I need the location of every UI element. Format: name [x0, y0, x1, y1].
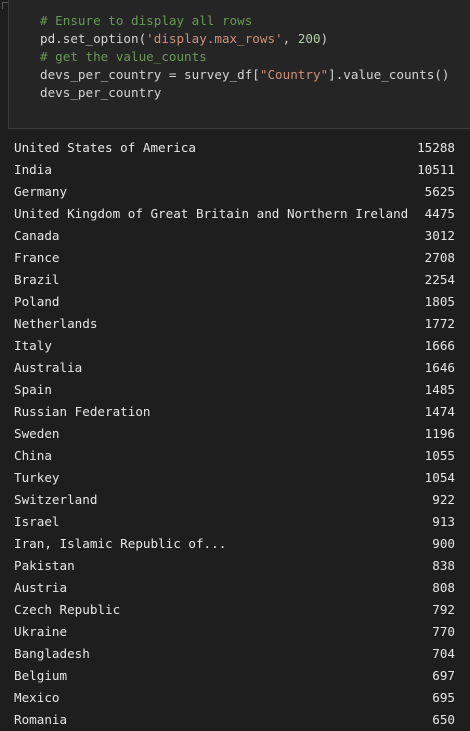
output-row: India 10511	[0, 159, 470, 181]
country-count: 697	[432, 668, 455, 683]
country-count: 913	[432, 514, 455, 529]
country-count: 695	[432, 690, 455, 705]
country-name: Czech Republic	[14, 602, 121, 617]
country-name: Mexico	[14, 690, 60, 705]
output-row: Belgium 697	[0, 665, 470, 687]
country-name: Poland	[14, 294, 60, 309]
code-token: ,	[282, 31, 298, 46]
country-count: 1805	[424, 294, 455, 309]
country-name: Italy	[14, 338, 52, 353]
country-name: Romania	[14, 712, 68, 727]
code-token: pd.set_option(	[40, 31, 147, 46]
output-row: China 1055	[0, 445, 470, 467]
code-token: "Country"	[259, 67, 329, 82]
country-name: Iran, Islamic Republic of...	[14, 536, 227, 551]
code-token: )	[320, 31, 329, 46]
output-row: Italy 1666	[0, 335, 470, 357]
country-name: United Kingdom of Great Britain and Nort…	[14, 206, 409, 221]
cell-output: United States of America 15288 India 10511 G…	[0, 137, 470, 731]
country-name: Israel	[14, 514, 60, 529]
output-row: Iran, Islamic Republic of... 900	[0, 533, 470, 555]
country-name: Netherlands	[14, 316, 98, 331]
country-name: Bangladesh	[14, 646, 90, 661]
output-row: Australia 1646	[0, 357, 470, 379]
output-row: Ukraine 770	[0, 621, 470, 643]
output-row: United Kingdom of Great Britain and Nort…	[0, 203, 470, 225]
output-row: Poland 1805	[0, 291, 470, 313]
code-token: devs_per_country = survey_df[	[40, 67, 260, 82]
country-count: 770	[432, 624, 455, 639]
output-row: Romania 650	[0, 709, 470, 731]
output-row: Brazil 2254	[0, 269, 470, 291]
country-count: 1054	[424, 470, 455, 485]
output-row: Netherlands 1772	[0, 313, 470, 335]
country-name: Canada	[14, 228, 60, 243]
output-row: Germany 5625	[0, 181, 470, 203]
output-row: United States of America 15288	[0, 137, 470, 159]
country-count: 1196	[424, 426, 455, 441]
country-count: 2708	[424, 250, 455, 265]
code-token: 200	[297, 31, 321, 46]
country-count: 838	[432, 558, 455, 573]
country-count: 1474	[424, 404, 455, 419]
country-name: India	[14, 162, 52, 177]
country-count: 15288	[417, 140, 455, 155]
output-row: Bangladesh 704	[0, 643, 470, 665]
country-count: 792	[432, 602, 455, 617]
code-token: 'display.max_rows'	[146, 31, 283, 46]
code-line: devs_per_country = survey_df["Country"].…	[40, 66, 449, 84]
country-count: 808	[432, 580, 455, 595]
country-count: 5625	[424, 184, 455, 199]
country-name: Pakistan	[14, 558, 75, 573]
country-count: 1772	[424, 316, 455, 331]
output-row: Canada 3012	[0, 225, 470, 247]
output-row: Austria 808	[0, 577, 470, 599]
code-comment-line: # Ensure to display all rows	[40, 13, 253, 28]
output-row: Switzerland 922	[0, 489, 470, 511]
country-count: 1646	[424, 360, 455, 375]
output-row: Russian Federation 1474	[0, 401, 470, 423]
output-row: Czech Republic 792	[0, 599, 470, 621]
country-name: Switzerland	[14, 492, 98, 507]
output-row: Sweden 1196	[0, 423, 470, 445]
output-row: Turkey 1054	[0, 467, 470, 489]
output-row: Mexico 695	[0, 687, 470, 709]
country-count: 900	[432, 536, 455, 551]
country-name: China	[14, 448, 52, 463]
country-count: 1055	[424, 448, 455, 463]
country-count: 2254	[424, 272, 455, 287]
country-count: 4475	[424, 206, 455, 221]
country-name: Turkey	[14, 470, 60, 485]
code-line: devs_per_country	[40, 84, 449, 102]
output-row: Spain 1485	[0, 379, 470, 401]
output-row: France 2708	[0, 247, 470, 269]
country-count: 922	[432, 492, 455, 507]
country-name: Austria	[14, 580, 68, 595]
country-count: 1485	[424, 382, 455, 397]
country-count: 1666	[424, 338, 455, 353]
country-name: Spain	[14, 382, 52, 397]
country-name: Russian Federation	[14, 404, 151, 419]
country-count: 704	[432, 646, 455, 661]
output-row: Pakistan 838	[0, 555, 470, 577]
country-count: 650	[432, 712, 455, 727]
code-token: devs_per_country	[40, 85, 162, 100]
cell-collapse-marker[interactable]	[2, 2, 9, 9]
country-name: Ukraine	[14, 624, 68, 639]
country-name: Australia	[14, 360, 83, 375]
country-name: Brazil	[14, 272, 60, 287]
country-count: 10511	[417, 162, 455, 177]
code-editor[interactable]: # Ensure to display all rows pd.set_optio…	[40, 12, 449, 102]
code-comment-line: # get the value_counts	[40, 49, 207, 64]
output-row: Israel 913	[0, 511, 470, 533]
code-token: ].value_counts()	[328, 67, 450, 82]
code-line: pd.set_option('display.max_rows', 200)	[40, 30, 449, 48]
country-name: Belgium	[14, 668, 68, 683]
country-count: 3012	[424, 228, 455, 243]
country-name: Sweden	[14, 426, 60, 441]
code-cell[interactable]: # Ensure to display all rows pd.set_optio…	[8, 0, 470, 129]
country-name: Germany	[14, 184, 68, 199]
country-name: United States of America	[14, 140, 196, 155]
country-name: France	[14, 250, 60, 265]
